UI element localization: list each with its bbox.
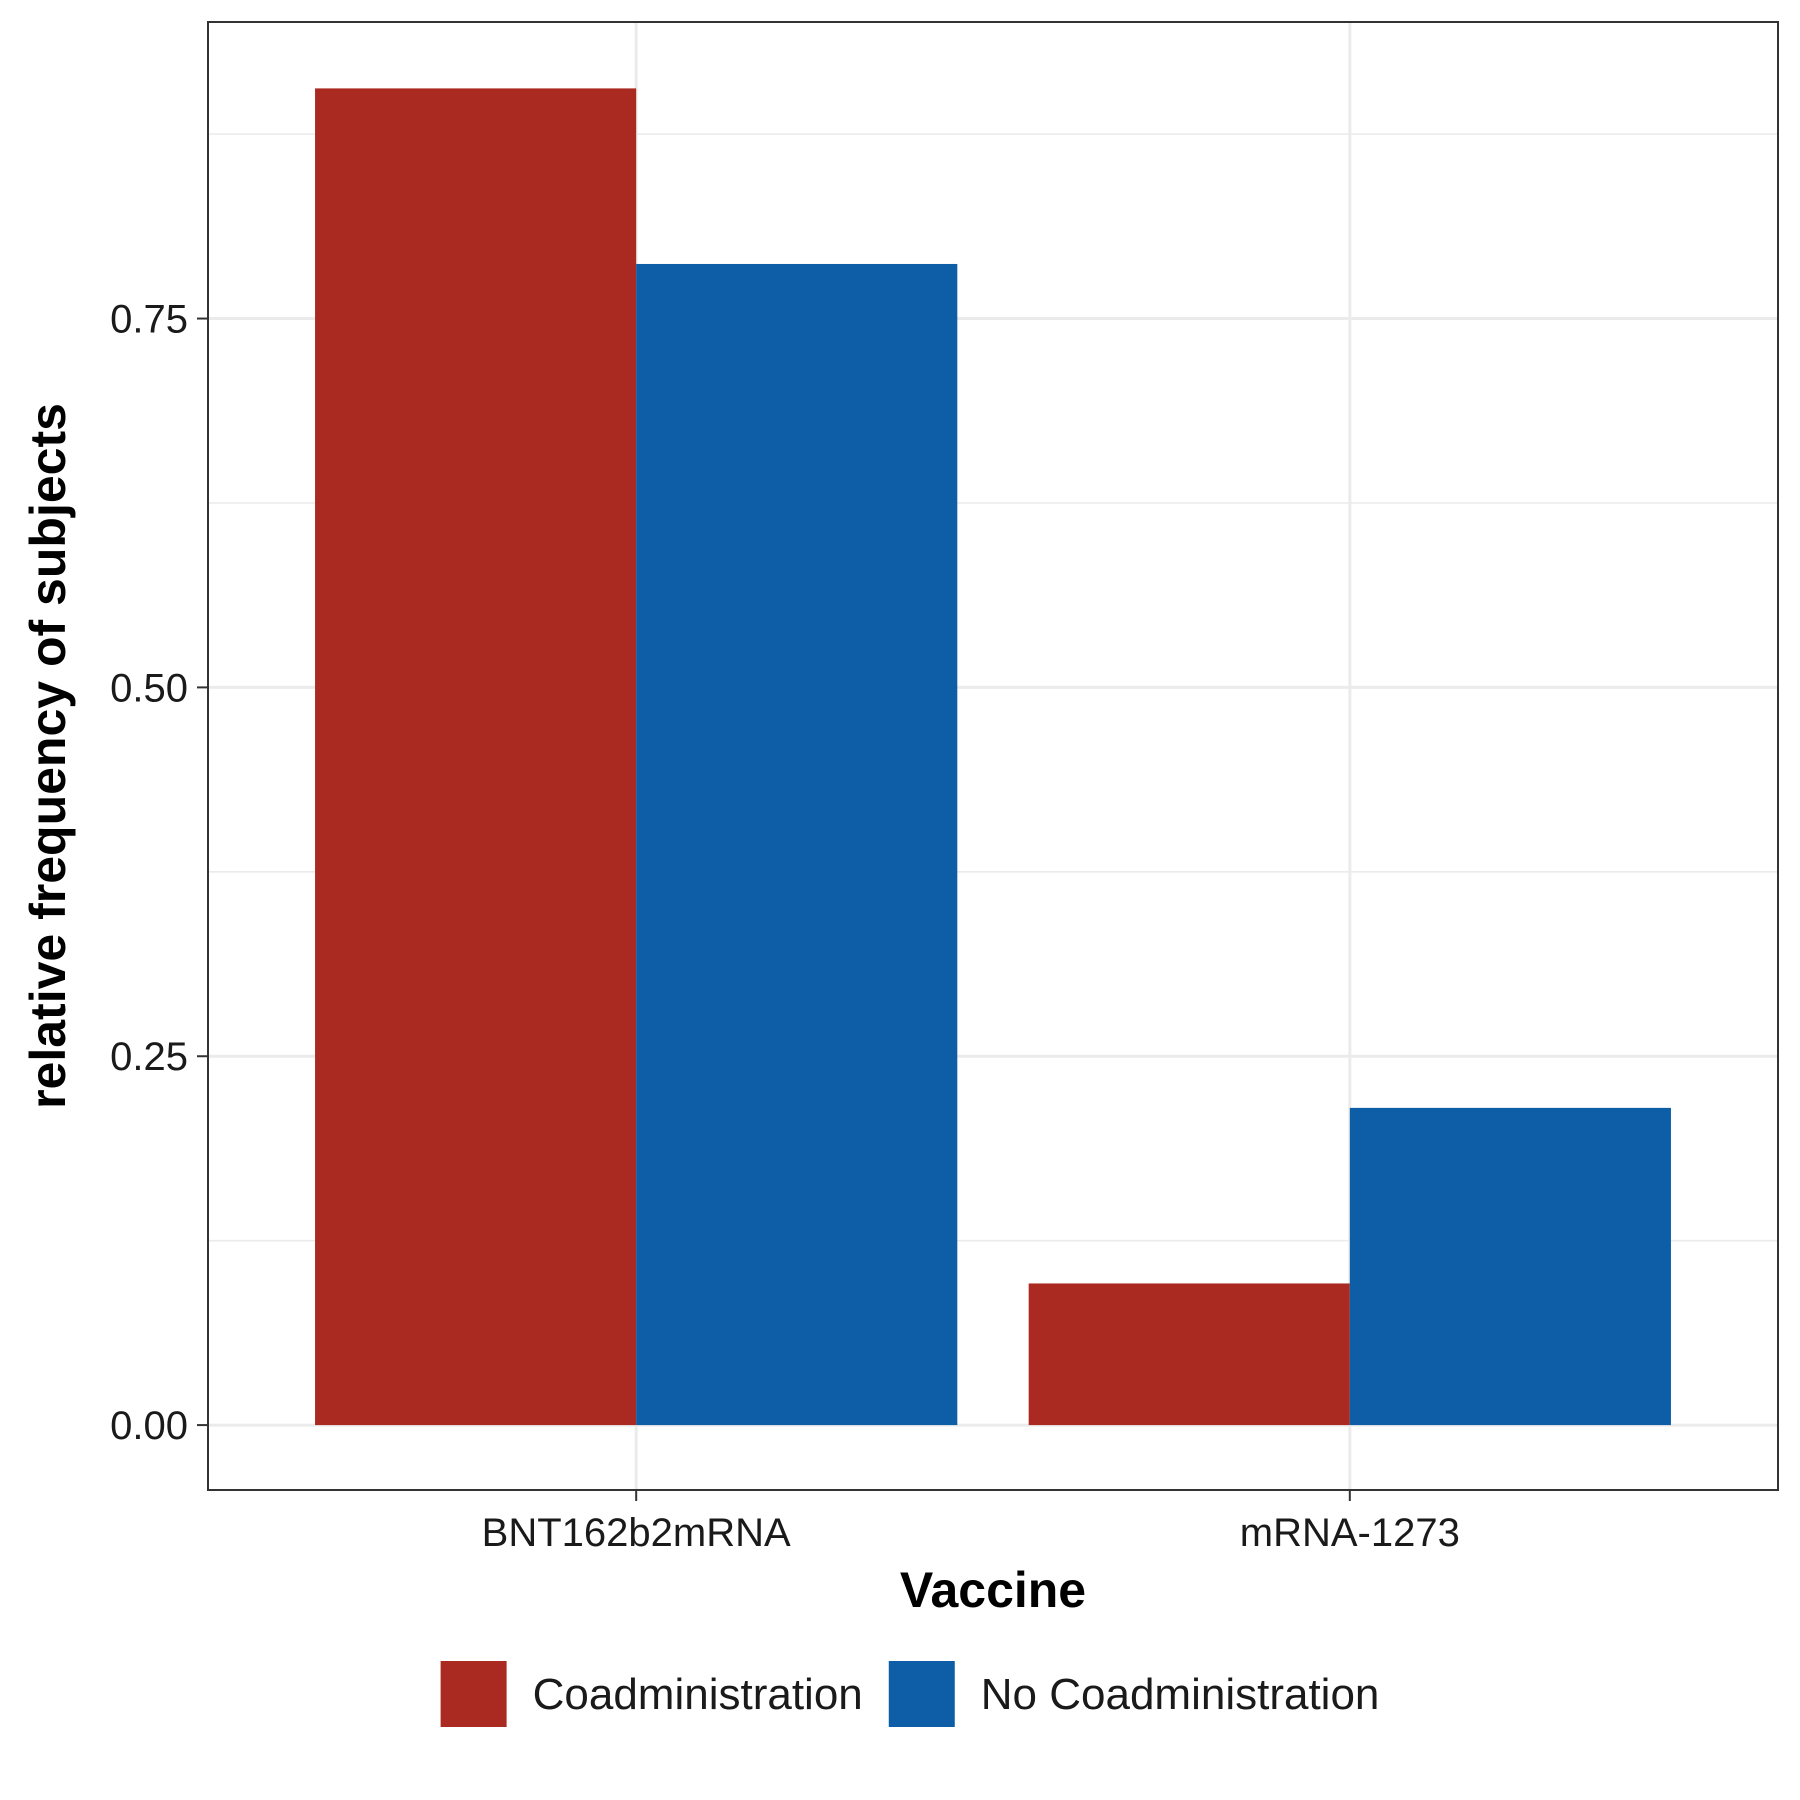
- y-tick-label: 0.25: [110, 1035, 188, 1079]
- plot-border: [207, 21, 1779, 1491]
- y-tick-label: 0.50: [110, 666, 188, 710]
- legend-label: Coadministration: [533, 1670, 863, 1719]
- x-tick-label: BNT162b2mRNA: [482, 1511, 791, 1555]
- legend-label: No Coadministration: [981, 1670, 1380, 1719]
- y-tick-label: 0.00: [110, 1404, 188, 1448]
- y-axis-title: relative frequency of subjects: [20, 403, 76, 1109]
- bar-no-coadministration: [1349, 1107, 1671, 1426]
- legend-key-no-coadministration: [888, 1661, 955, 1727]
- bar-coadministration: [1028, 1283, 1350, 1426]
- legend-key-coadministration: [440, 1661, 507, 1727]
- x-tick-label: mRNA-1273: [1240, 1511, 1460, 1555]
- bar-coadministration: [315, 88, 637, 1426]
- bar-no-coadministration: [636, 263, 958, 1426]
- x-axis: BNT162b2mRNA mRNA-1273: [482, 1490, 1460, 1555]
- legend: Coadministration No Coadministration: [440, 1661, 1380, 1727]
- y-axis: 0.00 0.25 0.50 0.75: [110, 298, 208, 1448]
- x-axis-title: Vaccine: [900, 1562, 1086, 1618]
- y-tick-label: 0.75: [110, 298, 188, 342]
- bars: [315, 88, 1671, 1426]
